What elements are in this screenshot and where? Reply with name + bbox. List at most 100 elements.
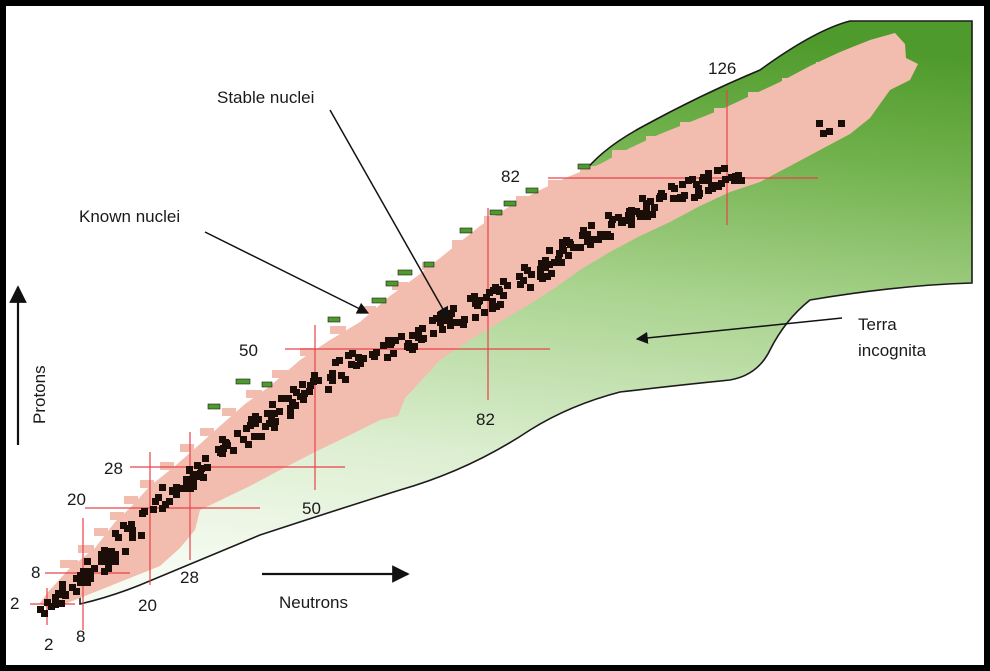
stable-nucleus-square [496,288,503,295]
terra-incognita-label-line2: incognita [858,341,927,360]
stable-nucleus-square [668,183,675,190]
stable-nucleus-square [722,176,729,183]
stable-nucleus-square [595,236,602,243]
stable-nucleus-square [155,494,162,501]
stable-nucleus-square [150,506,157,513]
stable-nucleus-square [122,548,129,555]
stable-nucleus-square [429,317,436,324]
stable-nucleus-square [190,477,197,484]
stable-nucleus-square [287,405,294,412]
stable-nucleus-square [345,352,352,359]
stable-nucleus-square [245,441,252,448]
stable-nucleus-square [584,238,591,245]
stable-nucleus-square [577,244,584,251]
stable-nucleus-square [711,182,718,189]
stable-nucleus-square [467,295,474,302]
stable-nucleus-square [527,284,534,291]
stable-nucleus-square [380,342,387,349]
stable-nucleus-square [392,337,399,344]
stable-nucleus-square [563,237,570,244]
stable-nucleus-square [700,174,707,181]
stable-nucleus-square [287,412,294,419]
stable-nucleus-square [461,316,468,323]
stable-nucleus-square [398,333,405,340]
stable-nucleus-square [62,592,69,599]
neutron-magic-50: 50 [302,499,321,518]
stable-nuclei-arrow [329,109,449,320]
stable-nucleus-square [180,485,187,492]
stable-nucleus-square [297,393,304,400]
stable-nucleus-square [738,177,745,184]
stable-nucleus-square [430,330,437,337]
stable-nucleus-square [390,350,397,357]
stable-nucleus-square [618,219,625,226]
stable-nucleus-square [73,575,80,582]
stable-nucleus-square [329,370,336,377]
stable-nuclei-label: Stable nuclei [217,88,314,107]
stable-nucleus-square [332,359,339,366]
stable-nucleus-square [173,484,180,491]
stable-nucleus-square [315,377,322,384]
stable-nucleus-square [98,558,105,565]
stable-nucleus-square [471,293,478,300]
stable-nucleus-square [475,298,482,305]
proton-magic-2: 2 [10,594,19,613]
stable-nucleus-square [718,180,725,187]
stable-nucleus-square [369,351,376,358]
stable-nucleus-square [735,172,742,179]
stable-nucleus-square [639,195,646,202]
stable-nucleus-square [105,551,112,558]
neutron-magic-8: 8 [76,627,85,646]
stable-nucleus-square [628,221,635,228]
stable-nucleus-square [360,355,367,362]
stable-nucleus-square [197,470,204,477]
stable-nucleus-square [538,260,545,267]
stable-nucleus-square [272,418,279,425]
stable-nucleus-square [580,227,587,234]
stable-nucleus-square [124,525,131,532]
stable-nucleus-square [489,305,496,312]
stable-nucleus-square [129,534,136,541]
stable-nucleus-square [647,198,654,205]
stable-nucleus-square [190,483,197,490]
stable-nucleus-square [584,231,591,238]
stable-nucleus-square [219,450,226,457]
stable-nucleus-square [73,588,80,595]
stable-nucleus-square [615,214,622,221]
stable-nucleus-square [190,471,197,478]
stable-nucleus-square [173,491,180,498]
stable-nucleus-square [105,558,112,565]
stable-nucleus-square [299,381,306,388]
stable-nucleus-square [546,261,553,268]
stable-nucleus-square [223,440,230,447]
stable-nucleus-square [336,357,343,364]
stable-nucleus-square [194,462,201,469]
stable-nucleus-square [186,467,193,474]
stable-nucleus-square [310,378,317,385]
stable-nucleus-square [84,579,91,586]
stable-nucleus-square [605,212,612,219]
stable-nucleus-square [492,284,499,291]
stable-nucleus-square [162,501,169,508]
known-nuclei-arrow [204,231,370,314]
stable-nucleus-square [243,425,250,432]
stable-nucleus-square [77,572,84,579]
stable-nucleus-square [77,579,84,586]
stable-nucleus-square [262,423,269,430]
stable-nucleus-square [731,177,738,184]
stable-nucleus-square [105,565,112,572]
stable-nucleus-square [87,575,94,582]
stable-nucleus-square [129,527,136,534]
stable-nucleus-square [98,551,105,558]
stable-nucleus-square [542,264,549,271]
stable-nucleus-square [695,185,702,192]
stable-nucleus-square [714,167,721,174]
terra-incognita-label-line1: Terra [858,315,897,334]
stable-nucleus-square [626,208,633,215]
stable-nucleus-square [521,264,528,271]
stable-nucleus-square [52,601,59,608]
stable-nucleus-square [493,303,500,310]
stable-nucleus-square [234,430,241,437]
